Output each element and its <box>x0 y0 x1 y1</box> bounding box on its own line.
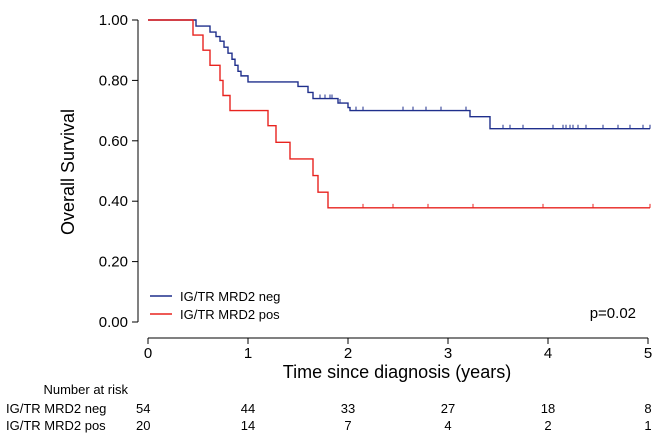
risk-count: 54 <box>136 401 150 416</box>
axes: 0.00 0.20 0.40 0.60 0.80 1.00 0 1 2 3 4 5 <box>99 12 652 362</box>
series-line-neg <box>148 19 650 130</box>
risk-row-label: IG/TR MRD2 neg <box>6 401 106 416</box>
legend-label: IG/TR MRD2 pos <box>180 307 280 322</box>
legend-label: IG/TR MRD2 neg <box>180 289 280 304</box>
y-tick-label: 0.80 <box>99 72 128 89</box>
risk-count: 2 <box>544 418 551 433</box>
p-value-annotation: p=0.02 <box>590 305 636 322</box>
y-axis-label: Overall Survival <box>58 109 78 235</box>
survival-curves <box>148 19 651 209</box>
risk-count: 33 <box>341 401 355 416</box>
risk-count: 44 <box>241 401 255 416</box>
risk-count: 18 <box>541 401 555 416</box>
risk-count: 4 <box>444 418 451 433</box>
y-tick-label: 0.40 <box>99 193 128 210</box>
y-tick-label: 0.60 <box>99 133 128 150</box>
y-tick-label: 0.00 <box>99 314 128 331</box>
risk-count: 7 <box>344 418 351 433</box>
x-tick-label: 1 <box>244 345 252 362</box>
x-tick-label: 3 <box>444 345 452 362</box>
risk-count: 14 <box>241 418 255 433</box>
x-tick-label: 0 <box>144 345 152 362</box>
risk-count: 1 <box>644 418 651 433</box>
x-axis-label: Time since diagnosis (years) <box>283 362 511 382</box>
x-tick-label: 2 <box>344 345 352 362</box>
y-tick-label: 0.20 <box>99 254 128 271</box>
x-tick-label: 5 <box>644 345 652 362</box>
y-tick-label: 1.00 <box>99 12 128 29</box>
risk-table-title: Number at risk <box>43 382 128 397</box>
risk-row-label: IG/TR MRD2 pos <box>6 418 106 433</box>
x-tick-label: 4 <box>544 345 552 362</box>
risk-count: 20 <box>136 418 150 433</box>
legend: IG/TR MRD2 neg IG/TR MRD2 pos <box>150 289 280 322</box>
risk-count: 27 <box>441 401 455 416</box>
risk-count: 8 <box>644 401 651 416</box>
series-line-pos <box>148 19 650 209</box>
